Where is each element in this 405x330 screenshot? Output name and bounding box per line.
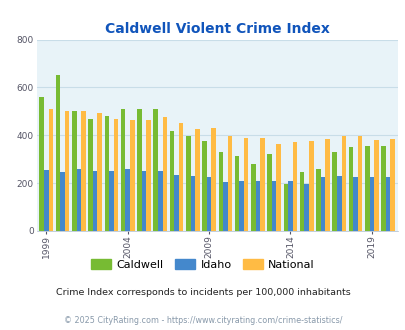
Bar [130,120,134,231]
Bar [239,182,243,231]
Title: Caldwell Violent Crime Index: Caldwell Violent Crime Index [104,22,329,36]
Text: © 2025 CityRating.com - https://www.cityrating.com/crime-statistics/: © 2025 CityRating.com - https://www.city… [64,315,341,325]
Bar [218,152,222,231]
Text: Crime Index corresponds to incidents per 100,000 inhabitants: Crime Index corresponds to incidents per… [55,287,350,297]
Bar [336,176,341,231]
Bar [72,112,77,231]
Bar [266,154,271,231]
Bar [332,152,336,231]
Bar [65,112,69,231]
Bar [320,177,324,231]
Bar [243,138,248,231]
Bar [206,177,211,231]
Bar [162,117,167,231]
Bar [202,141,206,231]
Bar [288,181,292,231]
Bar [81,112,85,231]
Bar [88,118,93,231]
Bar [385,177,390,231]
Bar [60,172,65,231]
Bar [380,146,385,231]
Legend: Caldwell, Idaho, National: Caldwell, Idaho, National [86,255,319,274]
Bar [141,171,146,231]
Bar [97,113,102,231]
Bar [348,147,352,231]
Bar [304,184,308,231]
Bar [178,123,183,231]
Bar [260,138,264,231]
Bar [357,137,362,231]
Bar [146,120,150,231]
Bar [194,129,199,231]
Bar [44,170,49,231]
Bar [308,141,313,231]
Bar [211,128,215,231]
Bar [158,171,162,231]
Bar [271,181,276,231]
Bar [185,137,190,231]
Bar [39,97,44,231]
Bar [324,139,329,231]
Bar [121,109,125,231]
Bar [113,118,118,231]
Bar [93,171,97,231]
Bar [125,169,130,231]
Bar [104,116,109,231]
Bar [174,175,178,231]
Bar [292,143,296,231]
Bar [299,172,304,231]
Bar [283,184,288,231]
Bar [255,182,260,231]
Bar [77,169,81,231]
Bar [369,177,373,231]
Bar [315,169,320,231]
Bar [190,176,194,231]
Bar [169,131,174,231]
Bar [137,109,141,231]
Bar [55,76,60,231]
Bar [109,171,113,231]
Bar [153,109,158,231]
Bar [364,146,369,231]
Bar [352,177,357,231]
Bar [341,137,345,231]
Bar [276,144,280,231]
Bar [373,140,378,231]
Bar [222,182,227,231]
Bar [234,156,239,231]
Bar [390,139,394,231]
Bar [250,164,255,231]
Bar [49,109,53,231]
Bar [227,137,232,231]
